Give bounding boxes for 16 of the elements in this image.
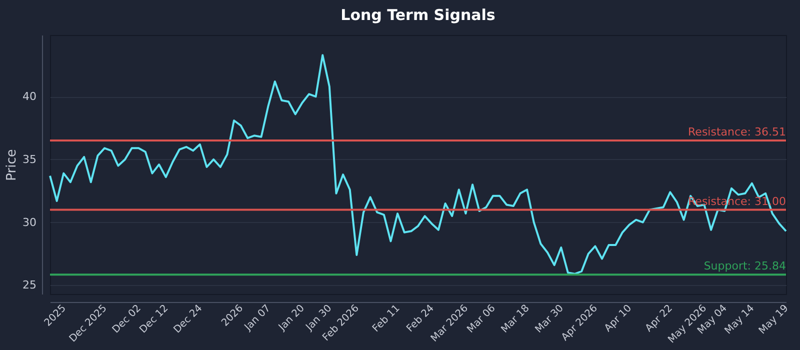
y-axis-title: Price	[4, 149, 20, 181]
ref-line-label: Support: 25.84	[704, 260, 786, 273]
y-tick-label: 30	[22, 216, 36, 229]
chart-title: Long Term Signals	[340, 6, 496, 24]
x-tick-label: Mar 18	[499, 302, 532, 336]
x-tick-label: Apr 22	[644, 302, 675, 334]
x-tick-label: Jan 07	[242, 302, 273, 334]
ref-line-label: Resistance: 36.51	[688, 125, 786, 138]
x-tick-label: Jan 20	[276, 302, 307, 334]
x-tick-label: Apr 10	[602, 302, 634, 334]
y-tick-label: 35	[22, 152, 36, 166]
x-tick-label: Dec 24	[172, 302, 205, 336]
y-tick-label: 40	[22, 90, 36, 104]
x-tick-label: Feb 11	[370, 302, 402, 335]
line-series	[49, 54, 787, 275]
y-tick-label: 25	[22, 278, 36, 292]
